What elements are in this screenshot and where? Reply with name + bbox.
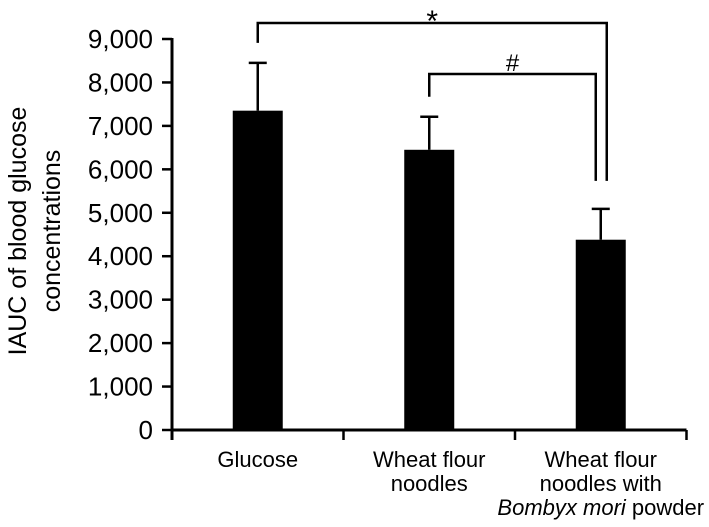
y-tick-label-6,000: 6,000 [88,154,153,184]
category-label-3-line-1: Wheat flour [545,447,658,472]
y-tick-label-2,000: 2,000 [88,328,153,358]
category-label-3-line-3: Bombyx mori powder [497,495,704,520]
y-tick-label-3,000: 3,000 [88,285,153,315]
category-label-3-line-2: noodles with [540,471,662,496]
bar-1 [232,110,283,430]
y-tick-label-8,000: 8,000 [88,67,153,97]
y-tick-label-0: 0 [139,415,153,445]
bar-3 [575,239,626,430]
sig-bracket-1 [256,21,608,181]
y-tick-label-7,000: 7,000 [88,111,153,141]
category-label-2-line-2: noodles [391,471,468,496]
y-axis-title-line-2: concentrations [38,150,66,313]
category-label-2-line-1: Wheat flour [373,447,486,472]
y-axis-title-line-1: IAUC of blood glucose [4,107,32,356]
sig-label-asterisk: * [426,5,438,38]
sig-bracket-2 [428,72,597,181]
y-tick-label-5,000: 5,000 [88,198,153,228]
category-label-1-line-1: Glucose [217,447,298,472]
y-tick-label-1,000: 1,000 [88,372,153,402]
y-tick-label-9,000: 9,000 [88,24,153,54]
bar-2 [404,149,455,431]
sig-label-hash: # [506,50,520,77]
y-tick-label-4,000: 4,000 [88,241,153,271]
